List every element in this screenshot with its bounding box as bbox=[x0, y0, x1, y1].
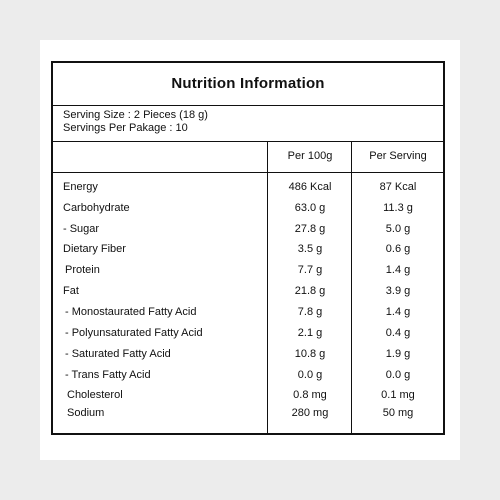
nutrient-name: Sodium bbox=[67, 407, 105, 419]
table-row: Carbohydrate 63.0 g 11.3 g bbox=[53, 202, 443, 222]
value-per-100g: 7.7 g bbox=[297, 264, 323, 276]
value-per-100g: 63.0 g bbox=[294, 202, 326, 214]
table-row: - Saturated Fatty Acid 10.8 g 1.9 g bbox=[53, 348, 443, 368]
value-per-100g: 7.8 g bbox=[297, 306, 323, 318]
value-per-serving: 87 Kcal bbox=[379, 181, 417, 193]
nutrient-name: Protein bbox=[65, 264, 100, 276]
value-per-serving: 50 mg bbox=[382, 407, 414, 419]
value-per-serving: 0.1 mg bbox=[381, 389, 415, 401]
table-row: Energy 486 Kcal 87 Kcal bbox=[53, 181, 443, 201]
table-row: Protein 7.7 g 1.4 g bbox=[53, 264, 443, 284]
column-header-per-100g: Per 100g bbox=[287, 150, 333, 162]
value-per-100g: 3.5 g bbox=[297, 243, 323, 255]
header-divider bbox=[53, 172, 443, 173]
value-per-serving: 11.3 g bbox=[383, 202, 413, 214]
nutrient-name: - Monostaurated Fatty Acid bbox=[65, 306, 197, 318]
column-divider-right bbox=[351, 141, 352, 435]
nutrient-name: Fat bbox=[63, 285, 79, 297]
title-divider bbox=[53, 105, 443, 106]
value-per-serving: 5.0 g bbox=[385, 223, 411, 235]
serving-info: Serving Size : 2 Pieces (18 g) Servings … bbox=[63, 109, 208, 135]
nutrition-label: Nutrition Information Serving Size : 2 P… bbox=[51, 61, 445, 435]
nutrient-name: Dietary Fiber bbox=[63, 243, 126, 255]
nutrient-name: Energy bbox=[63, 181, 98, 193]
value-per-100g: 280 mg bbox=[291, 407, 329, 419]
table-row: - Sugar 27.8 g 5.0 g bbox=[53, 223, 443, 243]
value-per-100g: 10.8 g bbox=[294, 348, 326, 360]
value-per-100g: 27.8 g bbox=[294, 223, 326, 235]
table-row: Cholesterol 0.8 mg 0.1 mg bbox=[53, 389, 443, 409]
value-per-serving: 1.4 g bbox=[385, 306, 411, 318]
nutrient-name: - Saturated Fatty Acid bbox=[65, 348, 171, 360]
table-row: - Polyunsaturated Fatty Acid 2.1 g 0.4 g bbox=[53, 327, 443, 347]
value-per-100g: 21.8 g bbox=[294, 285, 326, 297]
value-per-serving: 1.9 g bbox=[385, 348, 411, 360]
table-row: - Monostaurated Fatty Acid 7.8 g 1.4 g bbox=[53, 306, 443, 326]
value-per-serving: 3.9 g bbox=[385, 285, 411, 297]
value-per-100g: 2.1 g bbox=[297, 327, 323, 339]
label-title: Nutrition Information bbox=[171, 75, 325, 92]
servings-per-package: Servings Per Pakage : 10 bbox=[63, 122, 188, 134]
column-header-per-serving: Per Serving bbox=[369, 150, 427, 162]
nutrient-name: - Trans Fatty Acid bbox=[65, 369, 151, 381]
value-per-serving: 1.4 g bbox=[385, 264, 411, 276]
value-per-serving: 0.0 g bbox=[385, 369, 411, 381]
value-per-serving: 0.4 g bbox=[385, 327, 411, 339]
value-per-100g: 0.0 g bbox=[297, 369, 323, 381]
table-row: Fat 21.8 g 3.9 g bbox=[53, 285, 443, 305]
value-per-serving: 0.6 g bbox=[385, 243, 411, 255]
nutrient-name: Carbohydrate bbox=[63, 202, 130, 214]
nutrient-name: Cholesterol bbox=[67, 389, 123, 401]
nutrient-name: - Polyunsaturated Fatty Acid bbox=[65, 327, 203, 339]
value-per-100g: 486 Kcal bbox=[288, 181, 332, 193]
serving-divider bbox=[53, 141, 443, 142]
nutrient-name: - Sugar bbox=[63, 223, 100, 235]
column-divider-left bbox=[267, 141, 268, 435]
table-row: Sodium 280 mg 50 mg bbox=[53, 407, 443, 427]
table-row: Dietary Fiber 3.5 g 0.6 g bbox=[53, 243, 443, 263]
serving-size: Serving Size : 2 Pieces (18 g) bbox=[63, 109, 208, 121]
image-background bbox=[40, 40, 460, 460]
value-per-100g: 0.8 mg bbox=[293, 389, 327, 401]
table-row: - Trans Fatty Acid 0.0 g 0.0 g bbox=[53, 369, 443, 389]
